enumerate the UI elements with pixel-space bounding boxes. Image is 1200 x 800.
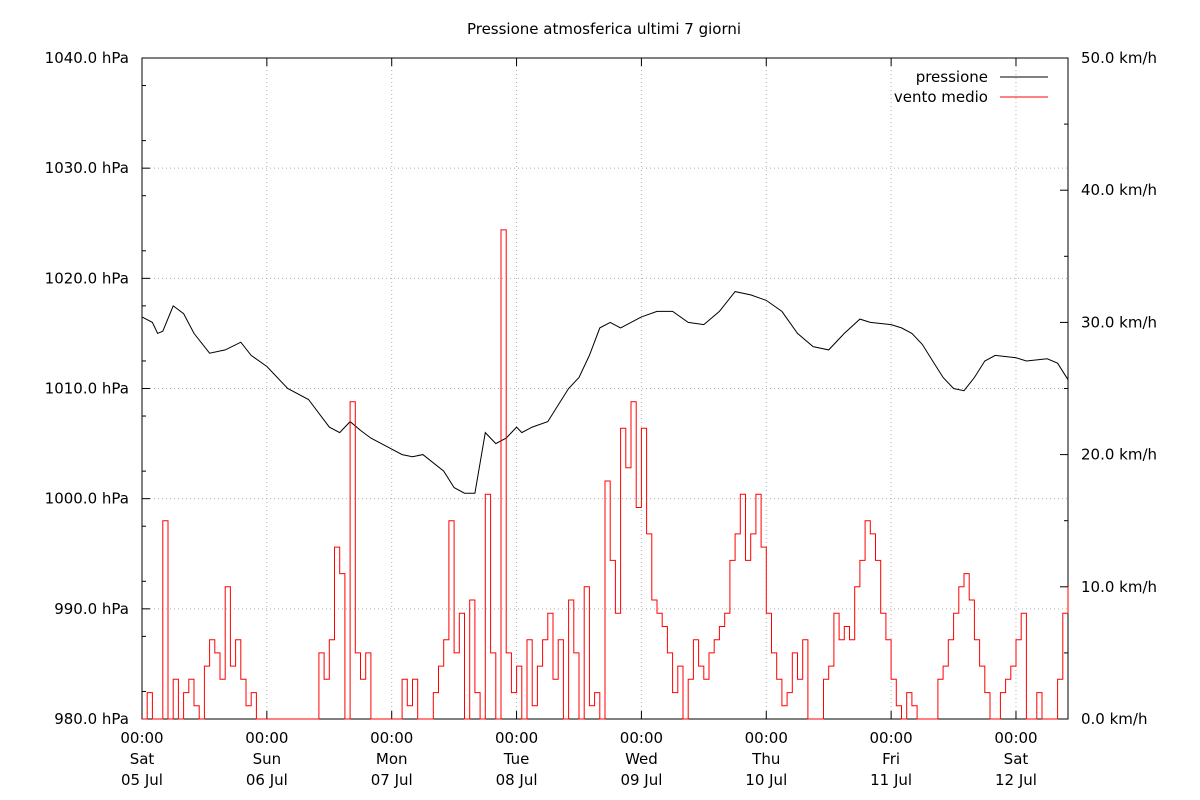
x-tick-label: Sat (1004, 750, 1029, 768)
x-tick-label: 00:00 (870, 729, 913, 747)
series-layer (141, 229, 1069, 720)
x-tick-label: 05 Jul (121, 771, 163, 789)
x-tick-label: Mon (376, 750, 408, 768)
x-tick-label: 00:00 (994, 729, 1037, 747)
y-tick-label-right: 10.0 km/h (1081, 578, 1157, 596)
legend: pressione vento medio (894, 68, 1048, 106)
y-tick-label-left: 1010.0 hPa (45, 380, 129, 398)
x-tick-label: Thu (751, 750, 780, 768)
y-tick-label-right: 20.0 km/h (1081, 446, 1157, 464)
x-tick-label: 00:00 (245, 729, 288, 747)
x-tick-label: 12 Jul (995, 771, 1037, 789)
y-tick-label-left: 990.0 hPa (54, 600, 129, 618)
x-tick-label: 00:00 (495, 729, 538, 747)
x-tick-label: 08 Jul (496, 771, 538, 789)
y-tick-label-left: 1040.0 hPa (45, 49, 129, 67)
x-tick-label: Sun (253, 750, 282, 768)
y-tick-label-right: 0.0 km/h (1081, 710, 1147, 728)
legend-label-pressione: pressione (916, 68, 988, 86)
y-tick-label-left: 1030.0 hPa (45, 159, 129, 177)
x-tick-label: 00:00 (370, 729, 413, 747)
series-line-pressione (141, 291, 1069, 494)
chart-title: Pressione atmosferica ultimi 7 giorni (467, 20, 741, 38)
x-tick-label: 10 Jul (745, 771, 787, 789)
y-tick-label-right: 30.0 km/h (1081, 313, 1157, 331)
series-line-vento-medio (142, 229, 1069, 720)
x-tick-label: Sat (130, 750, 155, 768)
x-tick-label: 09 Jul (620, 771, 662, 789)
legend-label-vento-medio: vento medio (894, 88, 988, 106)
y-tick-label-left: 980.0 hPa (54, 710, 129, 728)
labels: 00:00 Sat 05 Jul 00:00 Sun 06 Jul 00:00 Mon 07 J… (45, 49, 1157, 789)
x-tick-label: 06 Jul (246, 771, 288, 789)
x-tick-label: 00:00 (745, 729, 788, 747)
x-tick-label: Fri (882, 750, 900, 768)
y-tick-label-left: 1000.0 hPa (45, 490, 129, 508)
x-tick-label: Wed (625, 750, 658, 768)
x-tick-label: 11 Jul (870, 771, 912, 789)
y-tick-label-right: 50.0 km/h (1081, 49, 1157, 67)
x-tick-label: 00:00 (120, 729, 163, 747)
x-tick-label: Tue (503, 750, 530, 768)
y-tick-label-right: 40.0 km/h (1081, 181, 1157, 199)
x-tick-label: 07 Jul (371, 771, 413, 789)
x-tick-label: 00:00 (620, 729, 663, 747)
y-tick-label-left: 1020.0 hPa (45, 269, 129, 287)
